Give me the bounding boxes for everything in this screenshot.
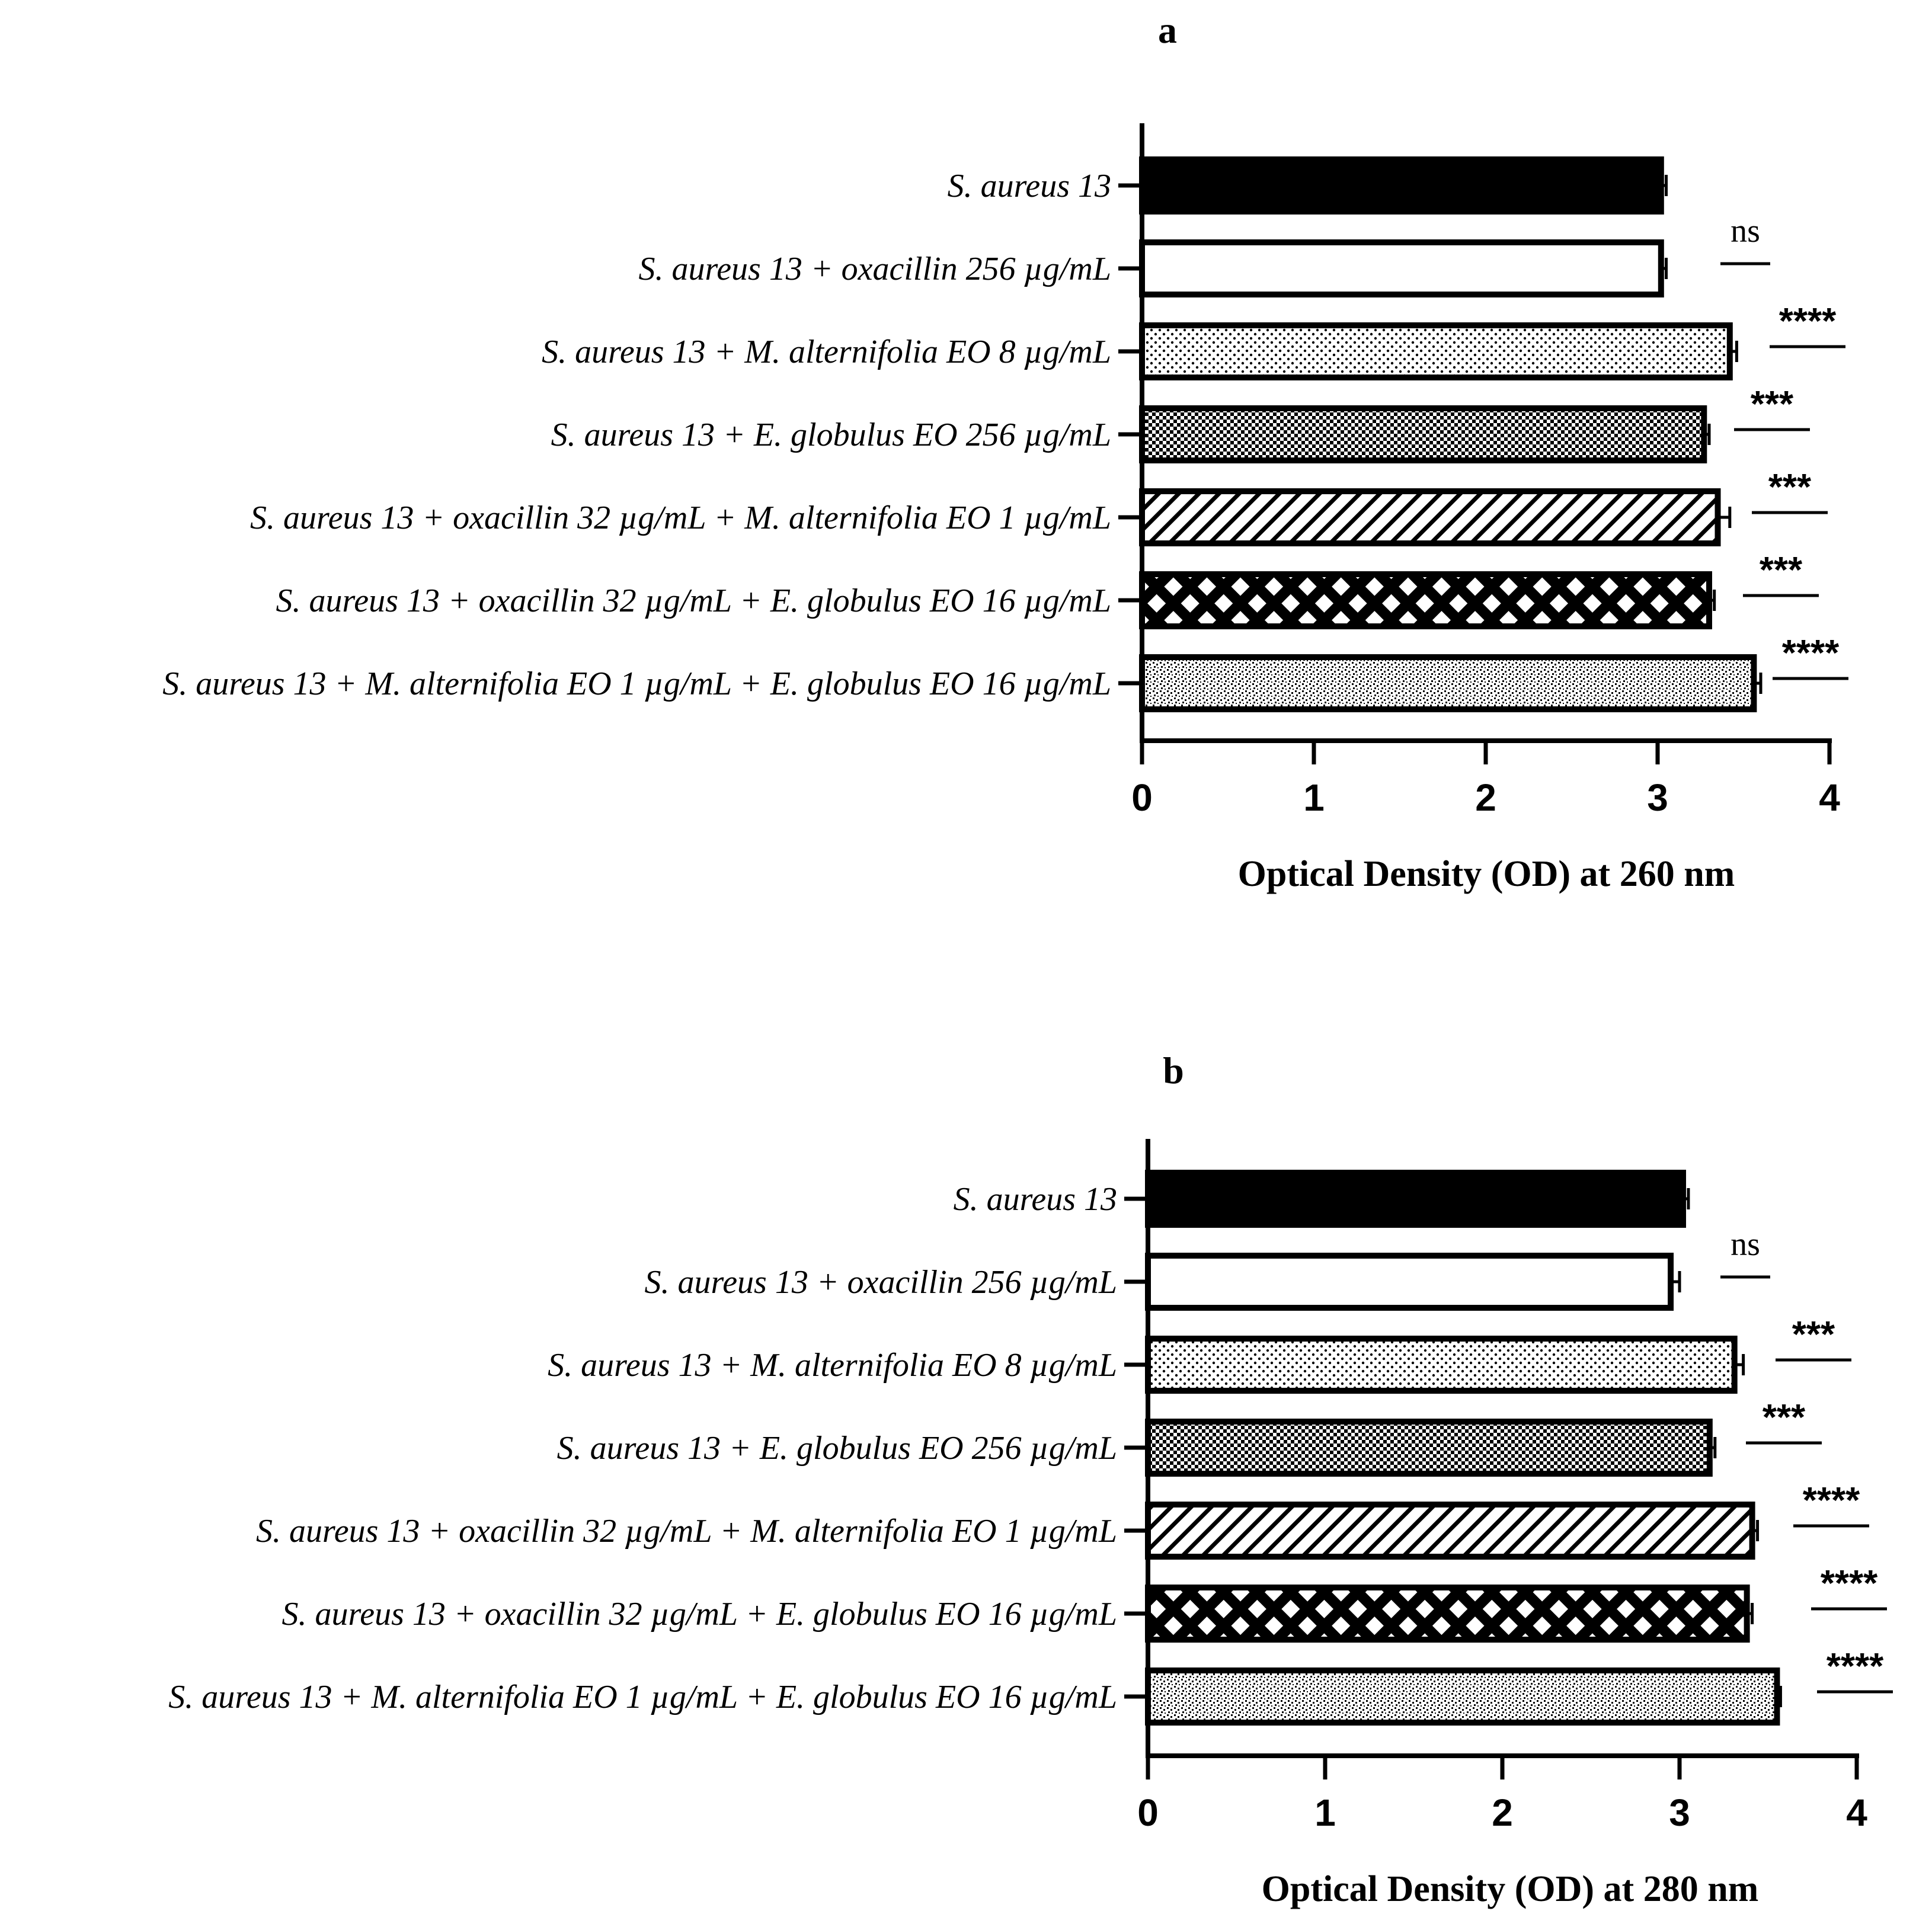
x-axis-title: Optical Density (OD) at 280 nm <box>1262 1869 1759 1909</box>
bar <box>1145 1419 1713 1477</box>
bar <box>1139 156 1664 215</box>
panel-a: a 0 1 2 3 4 S. aureus 13 S. aureus 13 + oxacil… <box>162 9 1848 894</box>
x-axis-title: Optical Density (OD) at 260 nm <box>1238 854 1735 894</box>
category-label: S. aureus 13 + M. alternifolia EO 1 µg/m… <box>168 1679 1117 1715</box>
bar <box>1145 1667 1780 1726</box>
bar <box>1139 571 1712 629</box>
panel-b: b 0 1 2 3 4 S. aureus 13 S. aureus 13 + oxacil… <box>168 1049 1893 1909</box>
category-label: S. aureus 13 + oxacillin 32 µg/mL + E. g… <box>282 1596 1117 1633</box>
significance-label: *** <box>1792 1314 1835 1355</box>
significance-label: *** <box>1768 467 1812 508</box>
bar <box>1139 654 1757 712</box>
significance-label: *** <box>1760 550 1803 591</box>
x-tick-label: 2 <box>1475 776 1496 819</box>
bar <box>1139 405 1707 463</box>
bar <box>1145 1336 1738 1394</box>
panel-title: a <box>1158 9 1177 51</box>
bar <box>1139 488 1721 546</box>
category-label: S. aureus 13 + oxacillin 32 µg/mL + M. a… <box>250 500 1111 536</box>
bar <box>1139 239 1664 297</box>
category-label: S. aureus 13 + oxacillin 32 µg/mL + E. g… <box>276 582 1111 619</box>
x-tick-label: 0 <box>1131 776 1153 819</box>
bar <box>1145 1170 1686 1228</box>
x-tick-label: 4 <box>1846 1791 1867 1834</box>
category-label: S. aureus 13 + oxacillin 256 µg/mL <box>638 251 1111 287</box>
category-label: S. aureus 13 + E. globulus EO 256 µg/mL <box>557 1430 1117 1467</box>
x-tick-label: 1 <box>1314 1791 1336 1834</box>
panel-title: b <box>1163 1049 1184 1092</box>
significance-label: **** <box>1821 1563 1878 1604</box>
x-tick-label: 1 <box>1303 776 1325 819</box>
axes: 0 1 2 3 4 S. aureus 13 S. aureus 13 + oxacilli… <box>168 1139 1893 1834</box>
x-tick-label: 0 <box>1137 1791 1159 1834</box>
bar <box>1145 1502 1755 1560</box>
category-label: S. aureus 13 + oxacillin 256 µg/mL <box>644 1264 1117 1301</box>
bar <box>1145 1253 1674 1311</box>
category-label: S. aureus 13 <box>948 168 1111 204</box>
significance-label: **** <box>1779 301 1837 342</box>
category-label: S. aureus 13 <box>954 1181 1117 1218</box>
bar <box>1139 322 1733 380</box>
bar <box>1145 1585 1750 1643</box>
significance-label: **** <box>1827 1646 1884 1687</box>
axes: 0 1 2 3 4 S. aureus 13 S. aureus 13 + oxacilli… <box>162 123 1848 819</box>
x-tick-label: 4 <box>1819 776 1840 819</box>
significance-label: *** <box>1751 384 1794 425</box>
category-label: S. aureus 13 + oxacillin 32 µg/mL + M. a… <box>256 1513 1117 1550</box>
significance-label: *** <box>1763 1397 1806 1438</box>
significance-label: **** <box>1803 1480 1860 1521</box>
significance-label: ns <box>1731 1226 1760 1263</box>
x-tick-label: 3 <box>1647 776 1668 819</box>
significance-label: ns <box>1731 213 1760 249</box>
category-label: S. aureus 13 + M. alternifolia EO 8 µg/m… <box>548 1347 1117 1384</box>
category-label: S. aureus 13 + E. globulus EO 256 µg/mL <box>551 417 1111 453</box>
significance-label: **** <box>1782 633 1840 674</box>
category-label: S. aureus 13 + M. alternifolia EO 8 µg/m… <box>542 334 1111 370</box>
x-tick-label: 3 <box>1669 1791 1690 1834</box>
x-tick-label: 2 <box>1492 1791 1513 1834</box>
category-label: S. aureus 13 + M. alternifolia EO 1 µg/m… <box>162 665 1111 702</box>
